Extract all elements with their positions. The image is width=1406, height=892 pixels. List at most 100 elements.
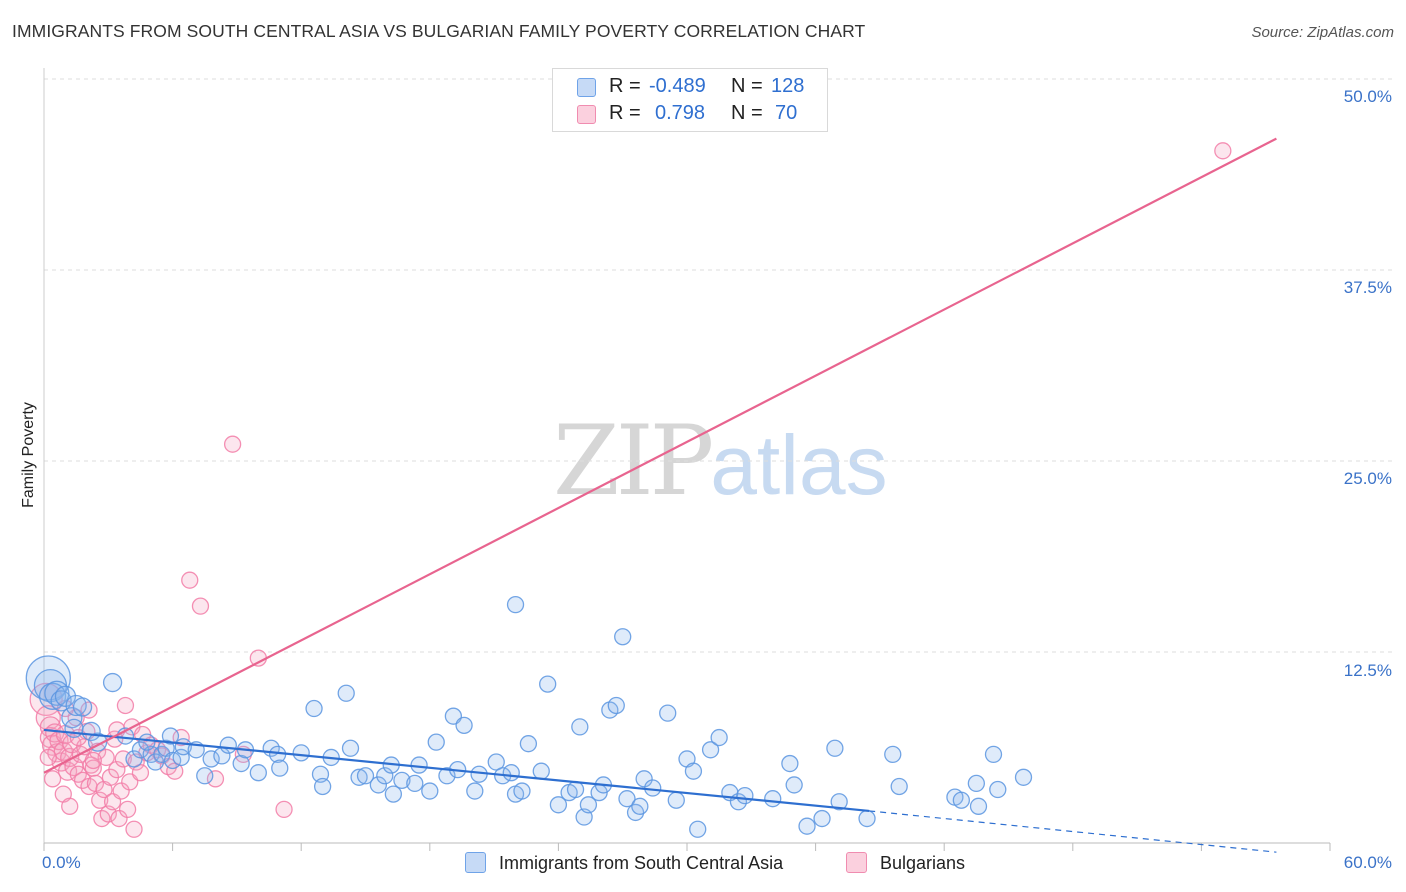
immigrants-point	[785, 776, 803, 794]
immigrants-point	[393, 771, 411, 790]
bulgarians-point	[125, 820, 143, 838]
immigrants-point	[455, 716, 473, 734]
bulgarians-point	[43, 770, 62, 788]
legend-r-value: 0.798	[655, 102, 706, 124]
legend-n-label: N =	[731, 75, 763, 97]
immigrants-point	[614, 628, 632, 646]
immigrants-point	[202, 750, 220, 768]
immigrants-point	[532, 762, 550, 780]
x-tick-label-max: 60.0%	[1343, 853, 1392, 872]
bulgarians-point	[39, 748, 57, 767]
bulgarians-point	[110, 809, 128, 828]
legend-r-label: R =	[609, 102, 641, 124]
immigrants-point	[607, 696, 625, 715]
bulgarians-points	[29, 142, 1232, 838]
immigrants-point	[337, 684, 355, 702]
bulgarians-point	[73, 771, 92, 790]
bulgarians-point	[275, 800, 293, 819]
bulgarians-point	[112, 782, 130, 800]
immigrants-point	[219, 736, 237, 754]
immigrants-point	[884, 745, 902, 764]
legend-swatch-pink	[577, 105, 596, 124]
legend-n-value: 128	[771, 75, 805, 97]
immigrants-point	[72, 697, 93, 717]
y-tick-label: 37.5%	[1343, 278, 1392, 297]
immigrants-point	[684, 762, 703, 780]
chart-title: IMMIGRANTS FROM SOUTH CENTRAL ASIA VS BU…	[12, 21, 866, 41]
bulgarians-point	[97, 748, 115, 767]
immigrants-point	[635, 770, 653, 788]
immigrants-point	[341, 739, 360, 757]
series-label-bulgarians: Bulgarians	[880, 853, 966, 873]
immigrants-point	[102, 672, 123, 693]
immigrants-points	[25, 595, 1033, 838]
immigrants-trend-line	[43, 728, 870, 813]
immigrants-point	[989, 780, 1007, 799]
x-tick-label-min: 0.0%	[42, 853, 81, 872]
legend-r-value: -0.489	[649, 75, 706, 97]
immigrants-point	[644, 779, 662, 797]
bulgarians-point	[91, 791, 109, 809]
legend-n-label: N =	[731, 102, 763, 124]
bulgarians-point	[80, 701, 98, 719]
immigrants-point	[271, 759, 289, 777]
immigrants-point	[967, 774, 985, 793]
immigrants-point	[1014, 768, 1033, 786]
immigrants-point	[421, 782, 439, 800]
bulgarians-point	[249, 649, 267, 667]
immigrants-point	[701, 741, 720, 759]
immigrants-point	[196, 767, 214, 785]
legend-n-value: 70	[775, 102, 798, 124]
immigrants-point	[519, 735, 538, 753]
axes	[43, 68, 1331, 851]
immigrants-point	[736, 786, 754, 805]
bulgarians-point	[108, 761, 126, 779]
immigrants-trend-extension	[869, 810, 1277, 853]
watermark-atlas: atlas	[710, 418, 888, 512]
grid-lines	[44, 78, 1392, 653]
series-swatch-blue	[465, 852, 486, 873]
immigrants-point	[65, 694, 87, 717]
correlation-legend: R = -0.489 N = 128 R = 0.798 N = 70	[552, 68, 828, 132]
y-tick-label: 12.5%	[1343, 661, 1392, 680]
immigrants-point	[667, 791, 685, 809]
bulgarians-point	[61, 797, 79, 815]
immigrants-point	[710, 728, 728, 747]
immigrants-point	[125, 750, 143, 768]
immigrants-point	[350, 768, 368, 786]
immigrants-point	[466, 782, 484, 800]
immigrants-point	[539, 675, 557, 693]
immigrants-point	[54, 685, 77, 707]
immigrants-point	[313, 777, 332, 796]
immigrants-point	[292, 744, 310, 762]
series-swatch-pink	[846, 852, 867, 873]
bulgarians-point	[116, 696, 135, 715]
immigrants-point	[161, 727, 180, 745]
bulgarians-point	[86, 774, 105, 793]
legend-row-immigrants: R = -0.489 N = 128	[553, 73, 827, 101]
immigrants-point	[618, 790, 636, 808]
immigrants-point	[232, 754, 250, 773]
immigrants-point	[138, 733, 156, 751]
y-tick-label: 50.0%	[1343, 87, 1392, 106]
immigrants-point	[502, 764, 520, 782]
immigrants-point	[513, 782, 531, 800]
y-tick-label: 25.0%	[1343, 469, 1392, 488]
immigrants-point	[369, 776, 388, 794]
bulgarians-point	[118, 800, 137, 819]
immigrants-point	[631, 797, 649, 815]
immigrants-point	[659, 704, 677, 722]
immigrants-point	[830, 793, 848, 811]
immigrants-point	[858, 809, 876, 828]
immigrants-point	[356, 767, 375, 785]
bulgarians-point	[181, 571, 199, 589]
watermark: ZIPatlas	[553, 405, 888, 517]
immigrants-point	[376, 767, 394, 785]
immigrants-point	[952, 791, 970, 809]
immigrants-point	[798, 817, 816, 835]
immigrants-point	[826, 739, 844, 757]
immigrants-point	[579, 796, 598, 814]
immigrants-point	[249, 764, 267, 782]
immigrants-point	[438, 767, 456, 785]
